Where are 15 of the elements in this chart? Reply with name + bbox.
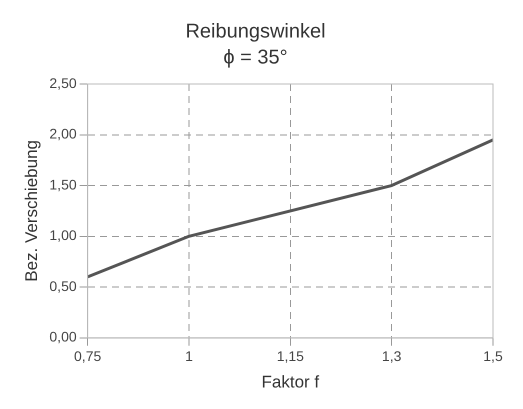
x-tick-label: 1,15 <box>276 348 304 364</box>
x-tick-label: 1 <box>185 348 194 364</box>
y-tick-label: 0,50 <box>49 278 77 294</box>
y-tick-label: 2,50 <box>49 74 77 91</box>
y-tick-label: 1,50 <box>49 176 77 192</box>
y-axis-title: Bez. Verschiebung <box>22 140 41 282</box>
x-tick-label: 0,75 <box>74 348 102 364</box>
x-tick-label: 1,5 <box>483 348 503 364</box>
chart-subtitle: ϕ = 35° <box>223 46 288 69</box>
x-axis-title: Faktor f <box>262 372 320 392</box>
x-tick-label: 1,3 <box>382 348 402 364</box>
chart-title: Reibungswinkel <box>185 20 326 43</box>
y-tick-label: 2,00 <box>49 126 77 142</box>
y-tick-label: 0,00 <box>49 328 77 345</box>
y-tick-label: 1,00 <box>49 227 77 244</box>
